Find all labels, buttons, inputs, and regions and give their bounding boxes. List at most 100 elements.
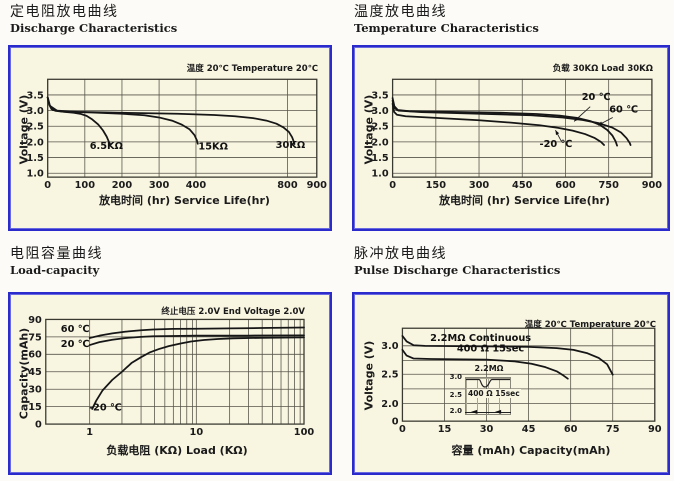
svg-text:3.5: 3.5 [371, 90, 389, 101]
chart-block-title-load-capacity: 电阻容量曲线 Load-capacity [10, 246, 103, 278]
svg-text:-20 ℃: -20 ℃ [540, 139, 573, 150]
left-arrowhead-icon: ◄ [471, 407, 478, 416]
svg-text:20 ℃: 20 ℃ [61, 339, 90, 350]
svg-text:75: 75 [28, 332, 42, 343]
svg-text:2.5: 2.5 [381, 370, 399, 381]
svg-text:0: 0 [399, 424, 406, 435]
svg-text:150: 150 [426, 180, 447, 191]
svg-text:20 ℃: 20 ℃ [582, 92, 611, 103]
pulse-chart-box: 0 15 30 45 60 75 90 3.0 2.5 2.0 0 2.2MΩ Continuous 4… [352, 292, 670, 475]
pulse-title-cn: 脉冲放电曲线 [354, 246, 447, 262]
svg-text:30: 30 [28, 385, 42, 396]
svg-text:600: 600 [555, 180, 576, 191]
svg-text:3.5: 3.5 [26, 90, 44, 101]
inset-tick-2_0: 2.0 [449, 407, 462, 415]
svg-text:3.0: 3.0 [371, 106, 389, 117]
temperature-chart-canvas: 0 150 300 450 600 750 900 3.5 3.0 2.5 2.0 1.5 1.0 20 … [371, 78, 663, 191]
svg-text:300: 300 [469, 180, 490, 191]
svg-text:75: 75 [606, 424, 620, 435]
temperature-annotation: 负载 30KΩ Load 30KΩ [552, 64, 653, 74]
temperature-title-cn: 温度放电曲线 [354, 4, 447, 20]
svg-text:15: 15 [28, 402, 42, 413]
inset-tick-2_5: 2.5 [449, 391, 462, 399]
svg-text:200: 200 [112, 180, 133, 191]
svg-text:60: 60 [564, 424, 578, 435]
inset-pulse-label: 400 Ω 15sec [467, 389, 521, 398]
svg-text:100: 100 [75, 180, 96, 191]
svg-text:0: 0 [44, 180, 51, 191]
svg-text:90: 90 [648, 424, 662, 435]
inset-load-label: 2.2MΩ [474, 364, 504, 373]
discharge-x-axis-label: 放电时间 (hr) Service Life(hr) [99, 194, 270, 207]
svg-text:1.5: 1.5 [26, 153, 44, 164]
svg-text:0: 0 [392, 417, 399, 428]
svg-text:60 ℃: 60 ℃ [61, 324, 90, 335]
svg-text:10: 10 [190, 427, 204, 438]
load-capacity-chart-box: 1 10 100 90 75 60 45 30 15 0 60 ℃ 20 ℃ -20 ℃ 终止电压 2.… [8, 292, 332, 475]
left-arrowhead-icon: ◄ [495, 407, 502, 416]
svg-text:45: 45 [28, 367, 42, 378]
discharge-chart-canvas: 0 100 200 300 400 800 900 3.5 3.0 2.5 2.0 1.5 1.0 6.5… [26, 78, 328, 191]
svg-text:60 ℃: 60 ℃ [609, 105, 638, 116]
svg-text:-20 ℃: -20 ℃ [89, 402, 122, 413]
svg-text:400 Ω 15sec: 400 Ω 15sec [457, 344, 525, 355]
svg-text:400: 400 [186, 180, 207, 191]
svg-text:45: 45 [522, 424, 536, 435]
svg-text:1.0: 1.0 [371, 169, 389, 180]
temperature-x-axis-label: 放电时间 (hr) Service Life(hr) [439, 194, 610, 207]
inset-tick-3_0: 3.0 [449, 373, 462, 381]
discharge-title-cn: 定电阻放电曲线 [10, 4, 119, 20]
svg-text:2.0: 2.0 [381, 399, 399, 410]
pulse-y-axis-label: Voltage (V) [362, 340, 376, 411]
svg-text:30: 30 [480, 424, 494, 435]
discharge-y-axis-label: Voltage (V) [17, 94, 31, 165]
svg-text:450: 450 [512, 180, 533, 191]
temperature-y-axis-label: Voltage (V) [362, 94, 376, 165]
inset-waveform [466, 378, 510, 388]
svg-text:2.0: 2.0 [26, 137, 44, 148]
svg-text:15KΩ: 15KΩ [198, 142, 228, 153]
pulse-pattern-inset: 2.2MΩ 3.0 2.5 2.0 400 Ω 15sec ◄ ◄ [446, 360, 542, 426]
chart-block-title-temperature: 温度放电曲线 Temperature Characteristics [354, 4, 539, 36]
pulse-annotation: 温度 20℃ Temperature 20℃ [524, 320, 656, 330]
discharge-title-en: Discharge Characteristics [10, 21, 178, 35]
svg-text:1: 1 [86, 427, 93, 438]
load-capacity-title-en: Load-capacity [10, 263, 100, 277]
svg-text:900: 900 [642, 180, 663, 191]
svg-text:30KΩ: 30KΩ [276, 140, 306, 151]
pulse-title-en: Pulse Discharge Characteristics [354, 263, 561, 277]
svg-text:6.5KΩ: 6.5KΩ [90, 141, 124, 152]
svg-text:60: 60 [28, 350, 42, 361]
svg-text:1.5: 1.5 [371, 153, 389, 164]
load-capacity-y-axis-label: Capacity(mAh) [17, 327, 31, 420]
svg-text:2.0: 2.0 [371, 137, 389, 148]
svg-text:750: 750 [598, 180, 619, 191]
discharge-annotation: 温度 20℃ Temperature 20℃ [186, 64, 318, 74]
svg-text:2.5: 2.5 [26, 122, 44, 133]
chart-block-title-pulse: 脉冲放电曲线 Pulse Discharge Characteristics [354, 246, 560, 278]
load-capacity-x-axis-label: 负载电阻 (KΩ) Load (KΩ) [106, 444, 248, 457]
chart-block-title-discharge: 定电阻放电曲线 Discharge Characteristics [10, 4, 177, 36]
pulse-chart-canvas: 0 15 30 45 60 75 903.02.52.002.2MΩ Continuous4… [381, 327, 662, 435]
svg-text:300: 300 [149, 180, 170, 191]
temperature-title-en: Temperature Characteristics [354, 21, 539, 35]
svg-text:0: 0 [35, 420, 42, 431]
load-capacity-annotation: 终止电压 2.0V End Voltage 2.0V [161, 307, 305, 317]
temperature-chart-box: 0 150 300 450 600 750 900 3.5 3.0 2.5 2.0 1.5 1.0 20 … [352, 45, 670, 231]
svg-text:100: 100 [294, 427, 315, 438]
svg-text:90: 90 [28, 315, 42, 326]
discharge-chart-box: 0 100 200 300 400 800 900 3.5 3.0 2.5 2.0 1.5 1.0 6.5… [8, 45, 332, 231]
svg-text:15: 15 [438, 424, 452, 435]
svg-text:3.0: 3.0 [26, 106, 44, 117]
svg-text:900: 900 [307, 180, 328, 191]
svg-text:2.5: 2.5 [371, 122, 389, 133]
load-capacity-title-cn: 电阻容量曲线 [10, 246, 103, 262]
svg-text:0: 0 [389, 180, 396, 191]
svg-text:2.2MΩ Continuous: 2.2MΩ Continuous [430, 333, 531, 344]
inset-pulse-arrows: ◄ ◄ [465, 407, 511, 416]
pulse-x-axis-label: 容量 (mAh) Capacity(mAh) [451, 444, 611, 457]
svg-text:1.0: 1.0 [26, 169, 44, 180]
svg-text:800: 800 [277, 180, 298, 191]
